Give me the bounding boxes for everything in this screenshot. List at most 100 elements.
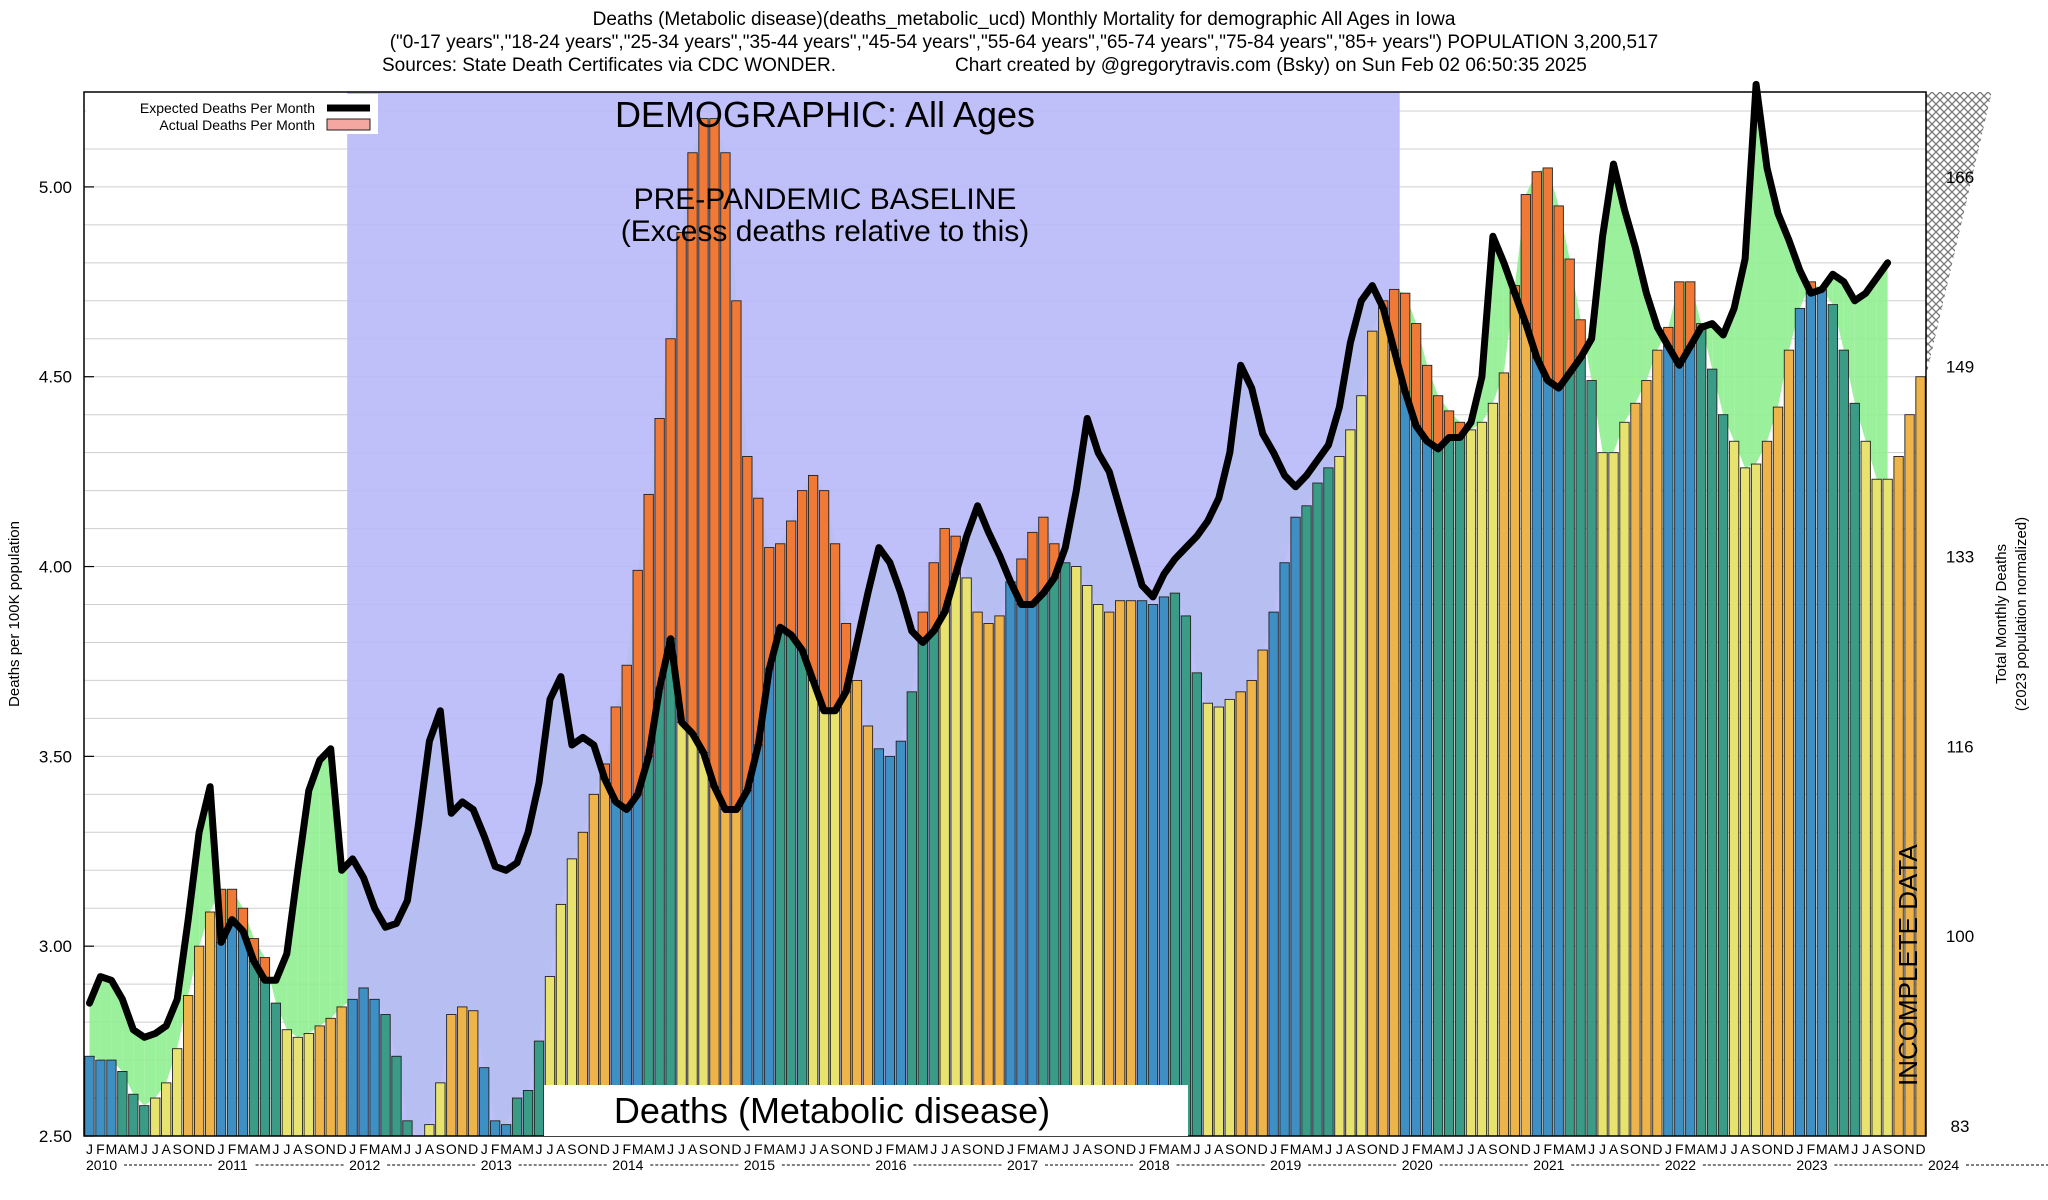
x-month-label: J <box>1204 1141 1211 1157</box>
bar-actual <box>1169 592 1181 1137</box>
x-month-label: S <box>304 1141 313 1157</box>
expected-gap-area <box>144 1033 156 1106</box>
x-month-label: N <box>1378 1141 1388 1157</box>
bar-excess <box>1531 171 1542 359</box>
expected-gap-area <box>319 748 331 1026</box>
demographic-label: DEMOGRAPHIC: All Ages <box>615 94 1035 135</box>
bar-actual <box>511 1097 523 1137</box>
bar-actual <box>84 1055 95 1137</box>
bar-actual <box>1378 307 1389 1137</box>
bar-actual <box>1443 437 1455 1137</box>
y-tick-label: 2.50 <box>39 1127 72 1146</box>
x-month-label: J <box>678 1141 685 1157</box>
x-month-label: J <box>1665 1141 1672 1157</box>
bar-excess <box>676 232 687 723</box>
bar-actual <box>972 611 983 1137</box>
x-month-label: O <box>1367 1141 1378 1157</box>
bar-actual <box>106 1059 117 1137</box>
x-month-label: M <box>1684 1141 1696 1157</box>
bar-actual <box>259 979 271 1137</box>
x-year-label: 2016 <box>875 1157 906 1173</box>
x-month-label: J <box>1457 1141 1464 1157</box>
bar-actual <box>1827 304 1838 1137</box>
x-month-label: M <box>1575 1141 1587 1157</box>
bar-actual <box>599 778 610 1137</box>
bar-actual <box>676 721 687 1137</box>
x-month-label: J <box>1851 1141 1858 1157</box>
bar-actual <box>172 1048 183 1137</box>
bar-excess <box>829 543 841 712</box>
bar-excess <box>775 543 786 628</box>
bar-actual <box>1575 357 1586 1137</box>
bar-actual <box>1312 482 1323 1137</box>
x-month-label: A <box>1433 1141 1443 1157</box>
bar-actual <box>1487 402 1499 1137</box>
x-month-label: A <box>644 1141 654 1157</box>
x-month-label: D <box>1915 1141 1925 1157</box>
x-month-label: S <box>173 1141 182 1157</box>
x-month-label: O <box>183 1141 194 1157</box>
bar-actual <box>786 634 797 1137</box>
x-month-label: D <box>1521 1141 1531 1157</box>
bar-actual <box>490 1120 501 1137</box>
x-month-label: D <box>1784 1141 1794 1157</box>
x-month-label: A <box>1039 1141 1049 1157</box>
bar-actual <box>884 755 896 1137</box>
x-month-label: M <box>785 1141 797 1157</box>
x-month-label: O <box>709 1141 720 1157</box>
bar-actual <box>457 1006 468 1137</box>
x-month-label: M <box>391 1141 403 1157</box>
bar-actual <box>840 691 852 1137</box>
bar-excess <box>1027 531 1038 605</box>
x-month-label: M <box>369 1141 381 1157</box>
bar-actual <box>1268 611 1279 1137</box>
bar-excess <box>226 888 238 921</box>
x-month-label: N <box>326 1141 336 1157</box>
x-month-label: M <box>632 1141 644 1157</box>
expected-gap-area <box>1734 259 1746 468</box>
y-tick-label: 4.00 <box>39 558 72 577</box>
bar-actual <box>270 1002 282 1137</box>
x-month-label: A <box>1083 1141 1093 1157</box>
y2-axis-label-sub: (2023 population normalized) <box>2013 517 2030 711</box>
bar-actual <box>1114 600 1126 1137</box>
x-month-label: D <box>1126 1141 1136 1157</box>
x-month-label: J <box>1533 1141 1540 1157</box>
y-tick-label: 3.50 <box>39 747 72 766</box>
bar-actual <box>500 1124 512 1137</box>
x-year-label: 2018 <box>1139 1157 1170 1173</box>
bar-actual <box>1509 292 1520 1137</box>
x-month-label: O <box>972 1141 983 1157</box>
bottom-metric-label: Deaths (Metabolic disease) <box>614 1090 1050 1131</box>
expected-gap-area <box>1613 164 1625 453</box>
x-month-label: D <box>1389 1141 1399 1157</box>
x-month-label: M <box>1706 1141 1718 1157</box>
x-month-label: F <box>228 1141 237 1157</box>
expected-gap-area <box>1624 209 1636 423</box>
x-month-label: S <box>1620 1141 1629 1157</box>
x-month-label: A <box>776 1141 786 1157</box>
bar-actual <box>742 790 753 1137</box>
bar-actual <box>358 987 369 1137</box>
y-tick-label: 4.50 <box>39 368 72 387</box>
bar-actual <box>1520 323 1531 1137</box>
bar-actual <box>1104 611 1115 1137</box>
x-month-label: D <box>731 1141 741 1157</box>
x-month-label: J <box>1588 1141 1595 1157</box>
bar-actual <box>1805 292 1817 1137</box>
x-month-label: F <box>1412 1141 1421 1157</box>
bar-actual <box>1794 307 1806 1137</box>
x-month-label: O <box>1630 1141 1641 1157</box>
bar-actual <box>204 911 216 1137</box>
bar-actual <box>1553 387 1564 1137</box>
bar-actual <box>1608 452 1619 1137</box>
bar-actual <box>1147 604 1159 1137</box>
bar-actual <box>1049 577 1060 1137</box>
bar-actual <box>775 626 786 1137</box>
x-month-label: J <box>1796 1141 1803 1157</box>
incomplete-data-label: INCOMPLETE DATA <box>1893 844 1923 1086</box>
x-month-label: N <box>194 1141 204 1157</box>
x-month-label: A <box>118 1141 128 1157</box>
bar-actual <box>1531 357 1542 1137</box>
x-year-label: 2023 <box>1796 1157 1827 1173</box>
